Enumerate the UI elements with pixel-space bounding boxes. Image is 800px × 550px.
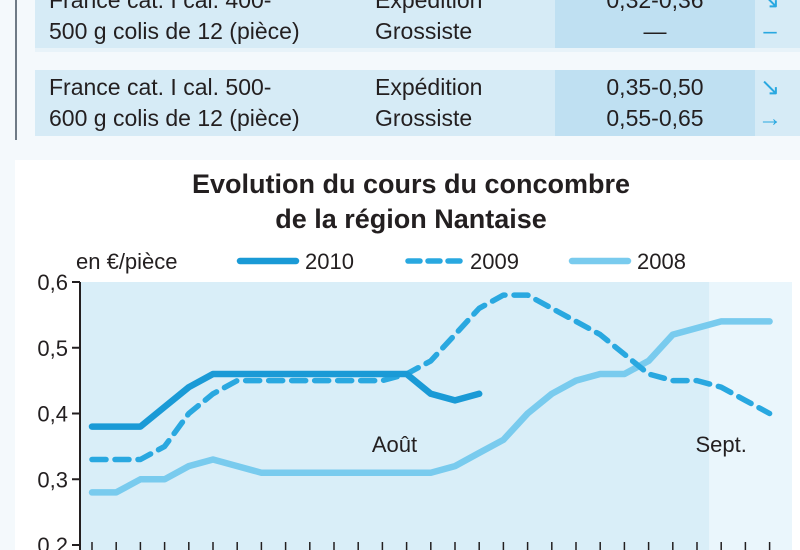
y-tick-label: 0,6 — [37, 270, 68, 295]
product-cell: France cat. I cal. 400- 500 g colis de 1… — [49, 0, 349, 47]
trend-arrow-icon: ↘ — [759, 0, 781, 14]
series-line-2008 — [88, 318, 773, 496]
trend-dash-icon: – — [763, 18, 777, 45]
price-line: 0,35-0,50 — [606, 74, 704, 100]
table-left-rule — [15, 0, 17, 140]
product-line: France cat. I cal. 400- — [49, 0, 272, 13]
price-cell: 0,32-0,36 — — [575, 0, 735, 47]
trend-cell: ↘ → — [745, 72, 795, 134]
legend-label-2010: 2010 — [305, 249, 354, 274]
stage-cell: Expédition Grossiste — [375, 72, 535, 134]
y-tick-label: 0,4 — [37, 402, 68, 427]
stage-line: Expédition — [375, 0, 483, 13]
legend: 2010 2009 2008 — [236, 249, 686, 274]
product-line: 600 g colis de 12 (pièce) — [49, 105, 300, 131]
table-row: France cat. I cal. 500- 600 g colis de 1… — [35, 70, 800, 136]
chart-title-line-2: de la région Nantaise — [275, 204, 547, 234]
trend-arrow-icon: → — [758, 105, 782, 132]
price-line: — — [643, 18, 667, 44]
legend-label-2009: 2009 — [470, 249, 519, 274]
series-line-2010 — [88, 370, 483, 430]
row-divider — [35, 48, 800, 52]
y-tick-label: 0,3 — [37, 467, 68, 492]
y-axis-unit-label: en €/pièce — [76, 249, 178, 274]
series-line-2009 — [89, 292, 773, 463]
stage-line: Grossiste — [375, 105, 473, 131]
y-tick-label: 0,2 — [37, 533, 68, 550]
product-line: 500 g colis de 12 (pièce) — [49, 18, 300, 44]
price-column-bg — [555, 0, 755, 48]
stage-line: Expédition — [375, 74, 483, 100]
legend-label-2008: 2008 — [637, 249, 686, 274]
month-label: Sept. — [696, 432, 747, 457]
plot-background — [80, 282, 792, 550]
price-line: 0,55-0,65 — [606, 105, 704, 131]
month-shade — [709, 282, 792, 550]
trend-cell: ↘ – — [745, 0, 795, 47]
chart-title-line-1: Evolution du cours du concombre — [192, 169, 630, 199]
price-table: France cat. I cal. 400- 500 g colis de 1… — [0, 0, 800, 145]
month-label: Août — [372, 432, 417, 457]
price-cell: 0,35-0,50 0,55-0,65 — [575, 72, 735, 134]
product-line: France cat. I cal. 500- — [49, 74, 272, 100]
trend-arrow-icon: ↘ — [759, 74, 781, 101]
product-cell: France cat. I cal. 500- 600 g colis de 1… — [49, 72, 349, 134]
y-tick-label: 0,5 — [37, 336, 68, 361]
price-column-bg — [555, 70, 755, 136]
stage-line: Grossiste — [375, 18, 473, 44]
stage-cell: Expédition Grossiste — [375, 0, 535, 47]
price-line: 0,32-0,36 — [606, 0, 704, 13]
plot-area: 0,6 0,5 0,4 0,3 0,2 Août Sept. — [37, 270, 792, 550]
table-row: France cat. I cal. 400- 500 g colis de 1… — [35, 0, 800, 48]
